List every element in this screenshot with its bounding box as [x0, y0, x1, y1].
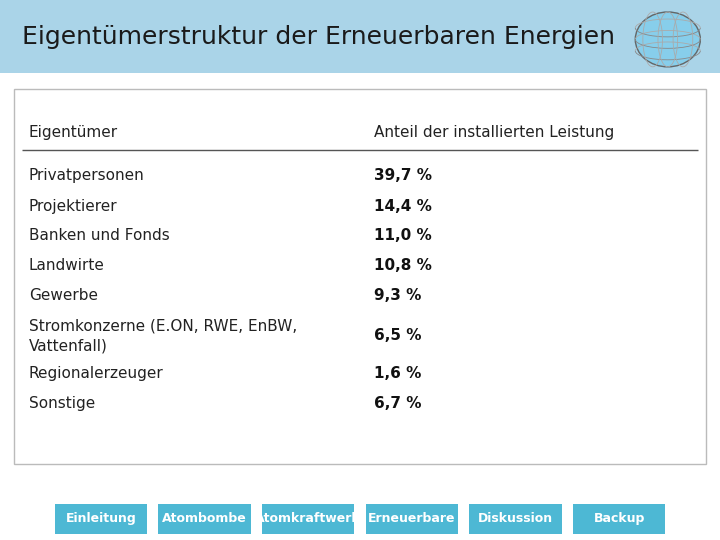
Text: Privatpersonen: Privatpersonen: [29, 168, 145, 183]
Text: Atomkraftwerk: Atomkraftwerk: [256, 512, 361, 525]
FancyBboxPatch shape: [55, 504, 147, 534]
FancyBboxPatch shape: [158, 504, 251, 534]
Text: Anteil der installierten Leistung: Anteil der installierten Leistung: [374, 125, 615, 140]
Text: Sonstige: Sonstige: [29, 396, 95, 411]
Text: Gewerbe: Gewerbe: [29, 288, 98, 303]
FancyBboxPatch shape: [573, 504, 665, 534]
Text: Erneuerbare: Erneuerbare: [368, 512, 456, 525]
Text: 6,5 %: 6,5 %: [374, 328, 422, 343]
FancyBboxPatch shape: [469, 504, 562, 534]
Text: 10,8 %: 10,8 %: [374, 258, 432, 273]
Text: Projektierer: Projektierer: [29, 199, 117, 214]
Text: Regionalerzeuger: Regionalerzeuger: [29, 366, 163, 381]
Text: Atombombe: Atombombe: [162, 512, 247, 525]
FancyBboxPatch shape: [14, 89, 706, 464]
Text: 6,7 %: 6,7 %: [374, 396, 422, 411]
Circle shape: [635, 12, 701, 67]
Text: 14,4 %: 14,4 %: [374, 199, 432, 214]
Text: Backup: Backup: [593, 512, 645, 525]
Text: Banken und Fonds: Banken und Fonds: [29, 228, 169, 244]
Text: Stromkonzerne (E.ON, RWE, EnBW,
Vattenfall): Stromkonzerne (E.ON, RWE, EnBW, Vattenfa…: [29, 319, 297, 353]
Text: Eigentümer: Eigentümer: [29, 125, 118, 140]
FancyBboxPatch shape: [366, 504, 458, 534]
Text: Einleitung: Einleitung: [66, 512, 136, 525]
Text: Eigentümerstruktur der Erneuerbaren Energien: Eigentümerstruktur der Erneuerbaren Ener…: [22, 25, 615, 49]
Text: 39,7 %: 39,7 %: [374, 168, 433, 183]
Text: Diskussion: Diskussion: [478, 512, 553, 525]
FancyBboxPatch shape: [262, 504, 354, 534]
Text: 1,6 %: 1,6 %: [374, 366, 422, 381]
Text: Landwirte: Landwirte: [29, 258, 104, 273]
FancyBboxPatch shape: [0, 0, 720, 73]
Text: 11,0 %: 11,0 %: [374, 228, 432, 244]
Text: 9,3 %: 9,3 %: [374, 288, 422, 303]
